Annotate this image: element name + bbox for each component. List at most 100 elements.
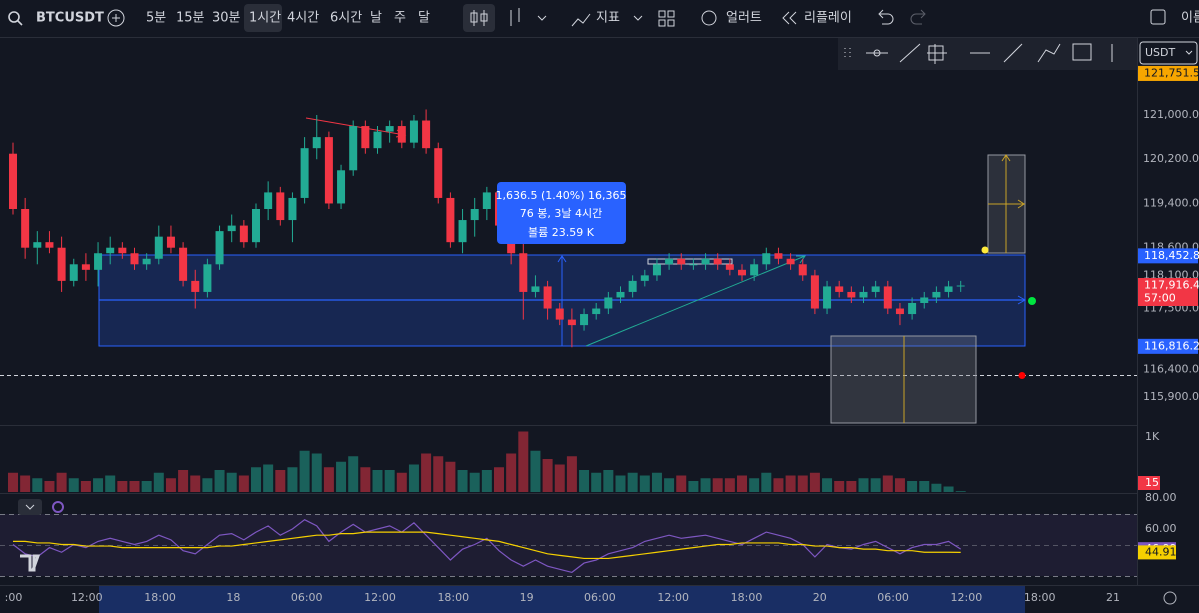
candle-body xyxy=(555,308,564,320)
currency-select[interactable] xyxy=(1139,41,1198,65)
interval-button[interactable]: 1시간 xyxy=(249,11,281,26)
tooltip-line: 1,636.5 (1.40%) 16,365 xyxy=(496,189,627,202)
volume-bar xyxy=(651,472,662,492)
trend-line[interactable] xyxy=(585,255,806,347)
volume-bar xyxy=(882,475,893,492)
dropdown-arrow xyxy=(1185,50,1193,55)
volume-bar xyxy=(323,467,334,492)
volume-bar xyxy=(287,467,298,492)
volume-bar xyxy=(554,464,565,492)
candle-body xyxy=(252,209,260,243)
measure-arrow xyxy=(557,255,567,263)
candle-body xyxy=(276,192,285,221)
symbol[interactable]: BTCUSDT xyxy=(36,11,104,26)
volume-bar xyxy=(384,470,395,492)
candle-body xyxy=(871,286,880,292)
candle-body xyxy=(21,209,30,248)
replay-button[interactable]: 리플레이 xyxy=(804,11,852,26)
layout-icon[interactable] xyxy=(658,10,675,27)
volume-bar xyxy=(664,478,675,492)
rsi-pane xyxy=(12,518,962,574)
time-label: 12:00 xyxy=(951,591,983,604)
candles-button[interactable] xyxy=(463,4,495,32)
volume-bar xyxy=(943,486,954,492)
chart-type-icon[interactable] xyxy=(510,8,520,26)
interval-button[interactable]: 주 xyxy=(394,11,406,26)
time-label: 19 xyxy=(520,591,534,604)
indicator-icon[interactable] xyxy=(52,501,64,513)
price-label-box xyxy=(1138,338,1198,354)
interval-button[interactable]: 4시간 xyxy=(287,11,319,26)
price-label-box xyxy=(1138,65,1198,81)
undo-button[interactable] xyxy=(878,9,894,25)
candle-body xyxy=(895,308,904,315)
candle-body xyxy=(786,258,795,265)
volume-bar xyxy=(360,467,371,492)
candle-body xyxy=(665,258,674,265)
interval-button[interactable]: 30분 xyxy=(212,11,241,26)
volume-bar xyxy=(591,472,602,492)
candle-body xyxy=(883,286,892,309)
volume-bar xyxy=(785,475,796,492)
candle-body xyxy=(835,286,844,292)
candle-body xyxy=(725,264,734,270)
layout-name[interactable]: 이름 xyxy=(1181,11,1199,26)
volume-bar xyxy=(178,470,189,492)
interval-button[interactable]: 15분 xyxy=(176,11,205,26)
top-toolbar xyxy=(0,0,1199,37)
interval-selected-bg xyxy=(244,4,282,32)
candle-body xyxy=(239,225,248,243)
indicators-icon xyxy=(571,13,591,27)
volume-bar xyxy=(93,478,104,492)
candle-body xyxy=(640,275,649,281)
tv-logo xyxy=(20,554,41,572)
redo-button[interactable] xyxy=(910,9,926,25)
volume-bar xyxy=(202,478,213,492)
volume-bar xyxy=(481,470,492,492)
currency[interactable]: USDT xyxy=(1145,46,1176,59)
interval-button[interactable]: 날 xyxy=(370,11,382,26)
time-axis xyxy=(0,585,1199,613)
volume-bar xyxy=(494,467,504,492)
time-label: :00 xyxy=(5,591,23,604)
candle-body xyxy=(920,297,929,303)
volume-bar xyxy=(846,481,857,492)
replay-icon xyxy=(782,11,797,25)
candle-body xyxy=(288,197,297,221)
tooltip-line: 76 봉, 3날 4시간 xyxy=(520,207,602,220)
volume-bar xyxy=(251,467,261,492)
candle-body xyxy=(142,258,151,265)
candle-body xyxy=(774,253,783,259)
candle-body xyxy=(762,253,771,265)
candle-body xyxy=(519,253,528,292)
interval-button[interactable]: 달 xyxy=(418,11,430,26)
interval-button[interactable]: 5분 xyxy=(146,11,166,26)
volume-bar xyxy=(299,450,310,492)
rsi-last-box xyxy=(1138,545,1176,560)
settings-button[interactable] xyxy=(1163,591,1177,605)
volume-bar xyxy=(761,472,772,492)
alert-button[interactable]: 얼러트 xyxy=(726,11,762,26)
volume-bar xyxy=(627,472,638,492)
candle-body xyxy=(932,291,941,298)
volume-bar xyxy=(165,478,176,492)
compare-button[interactable] xyxy=(107,9,125,27)
collapse-button[interactable] xyxy=(18,499,42,515)
volume-bar xyxy=(275,470,286,492)
interval-button[interactable]: 6시간 xyxy=(330,11,362,26)
price-label-box xyxy=(1138,278,1198,307)
small-rectangle[interactable] xyxy=(647,258,733,265)
search-icon-handle xyxy=(17,20,23,26)
search-icon[interactable] xyxy=(8,11,20,23)
fullscreen-button[interactable] xyxy=(1150,9,1166,25)
drawing-tools[interactable] xyxy=(844,43,1113,64)
candle-body xyxy=(154,236,163,259)
measure-tooltip xyxy=(497,182,626,244)
volume-bar xyxy=(615,475,626,492)
candle-body xyxy=(713,258,722,265)
candle-body xyxy=(470,209,479,221)
price-tick-label: 121,000.0 xyxy=(1143,108,1199,121)
indicators-button[interactable]: 지표 xyxy=(596,11,620,26)
candle-body xyxy=(422,120,431,149)
